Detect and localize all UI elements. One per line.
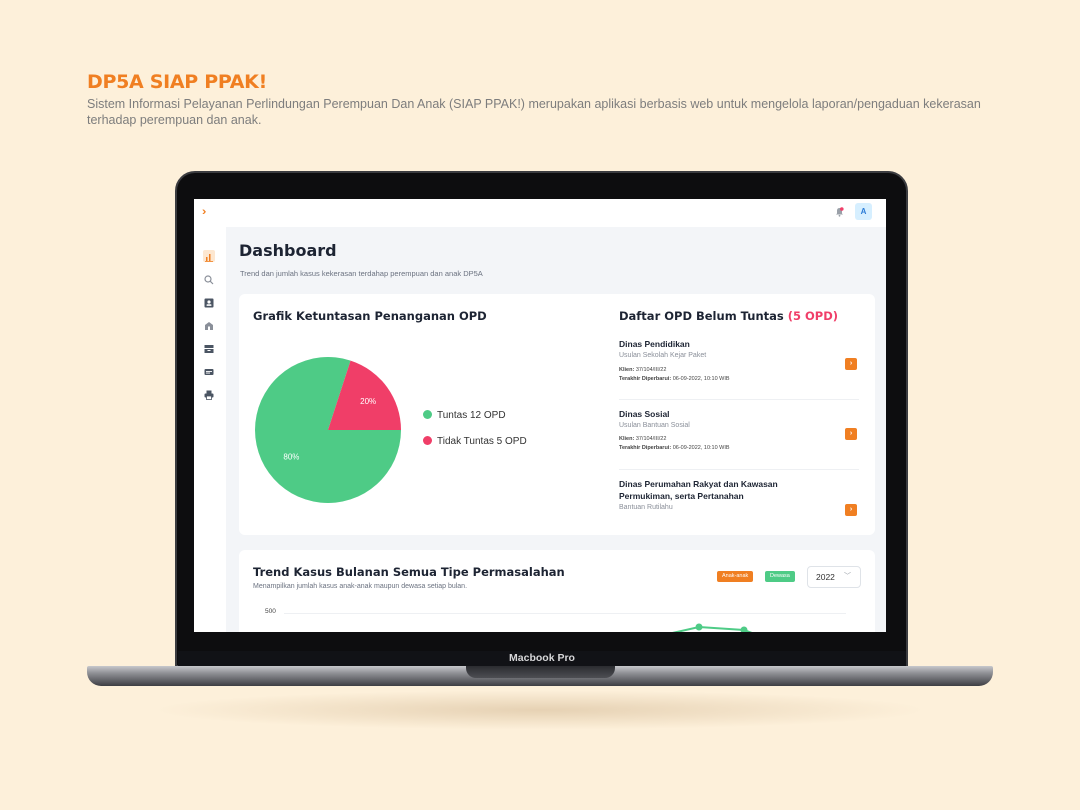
app-screen: ›› A Dashboard Trend dan [194, 199, 886, 632]
pie-slice [254, 357, 401, 503]
opd-list-title: Daftar OPD Belum Tuntas (5 OPD) [619, 309, 838, 323]
opd-item[interactable]: Dinas Perumahan Rakyat dan Kawasan Permu… [619, 470, 859, 526]
archive-icon[interactable] [203, 342, 215, 354]
year-select-value: 2022 [816, 572, 835, 582]
page-subtitle: Trend dan jumlah kasus kekerasan terdaha… [240, 269, 483, 278]
opd-list-title-text: Daftar OPD Belum Tuntas [619, 309, 784, 323]
opd-updated: Terakhir Diperbarui: 06-09-2022, 10:10 W… [619, 375, 859, 384]
opd-updated-value: 06-09-2022, 10:10 WIB [672, 445, 730, 451]
y-tick-label: 500 [265, 608, 276, 615]
opd-list: Dinas Pendidikan Usulan Sekolah Kejar Pa… [619, 338, 859, 526]
legend-label-tidak-tuntas: Tidak Tuntas 5 OPD [437, 436, 527, 447]
sidebar [194, 227, 226, 632]
trend-series-line [672, 625, 753, 632]
opd-detail-button[interactable]: › [845, 358, 857, 370]
anak-anak-badge[interactable]: Anak-anak [717, 571, 754, 582]
pie-slice-label: 80% [283, 453, 299, 462]
opd-updated-label: Terakhir Diperbarui: [619, 376, 672, 382]
laptop-notch [466, 666, 615, 678]
dewasa-badge[interactable]: Dewasa [765, 571, 795, 582]
user-avatar[interactable]: A [855, 203, 872, 220]
trend-card-subtitle: Menampilkan jumlah kasus anak-anak maupu… [253, 583, 468, 590]
opd-desc: Usulan Bantuan Sosial [619, 422, 690, 429]
main-content: Dashboard Trend dan jumlah kasus kekeras… [226, 227, 886, 632]
trend-line-chart [672, 623, 753, 632]
opd-updated: Terakhir Diperbarui: 06-09-2022, 10:10 W… [619, 444, 859, 453]
opd-updated-value: 06-09-2022, 10:10 WIB [672, 376, 730, 382]
printer-icon[interactable] [203, 388, 215, 400]
opd-item[interactable]: Dinas Pendidikan Usulan Sekolah Kejar Pa… [619, 338, 859, 400]
pie-slice [328, 360, 401, 430]
opd-desc: Usulan Sekolah Kejar Paket [619, 352, 707, 359]
chart-gridline [284, 613, 846, 614]
laptop-shadow [150, 690, 930, 730]
opd-client-label: Klien: [619, 436, 635, 442]
notification-bell-icon[interactable] [835, 207, 844, 217]
opd-client-value: 37/104/III/22 [635, 436, 667, 442]
trend-card-title: Trend Kasus Bulanan Semua Tipe Permasala… [253, 565, 565, 579]
chevron-down-icon: ﹀ [844, 573, 851, 580]
trend-point [740, 626, 748, 632]
completion-pie-chart: 80% 20% [254, 357, 401, 503]
legend-dot-tuntas [423, 410, 432, 419]
opd-client: Klien: 37/104/III/22 [619, 366, 859, 375]
chart-icon[interactable] [203, 250, 215, 262]
opd-name: Dinas Pendidikan [619, 339, 690, 349]
card-icon[interactable] [203, 365, 215, 377]
search-icon[interactable] [203, 273, 215, 285]
device-caption: Macbook Pro [178, 651, 906, 666]
opd-client-value: 37/104/III/22 [635, 367, 667, 373]
opd-name: Dinas Sosial [619, 409, 670, 419]
intro-title: DP5A SIAP PPAK! [87, 71, 267, 93]
opd-client: Klien: 37/104/III/22 [619, 435, 859, 444]
opd-count-badge: (5 OPD) [787, 309, 839, 323]
completion-card: Grafik Ketuntasan Penanganan OPD 80% 20% … [239, 294, 875, 535]
legend-label-tuntas: Tuntas 12 OPD [437, 410, 506, 421]
pie-slice-label: 20% [360, 397, 376, 406]
intro-header: DP5A SIAP PPAK! Sistem Informasi Pelayan… [87, 71, 987, 128]
top-bar: ›› A [194, 199, 886, 227]
opd-detail-button[interactable]: › [845, 504, 857, 516]
legend-dot-tidak-tuntas [423, 436, 432, 445]
page-title: Dashboard [239, 241, 337, 260]
opd-name: Dinas Perumahan Rakyat dan Kawasan Permu… [619, 479, 778, 501]
expand-sidebar-icon[interactable]: ›› [202, 206, 207, 218]
completion-card-title: Grafik Ketuntasan Penanganan OPD [253, 309, 487, 323]
opd-detail-button[interactable]: › [845, 428, 857, 440]
trend-point [695, 623, 703, 631]
opd-client-label: Klien: [619, 367, 635, 373]
building-icon[interactable] [203, 319, 215, 331]
opd-desc: Bantuan Rutilahu [619, 504, 673, 511]
opd-updated-label: Terakhir Diperbarui: [619, 445, 672, 451]
legend-tuntas: Tuntas 12 OPD [423, 410, 506, 421]
opd-item[interactable]: Dinas Sosial Usulan Bantuan Sosial Klien… [619, 400, 859, 470]
profile-icon[interactable] [203, 296, 215, 308]
intro-description: Sistem Informasi Pelayanan Perlindungan … [87, 97, 981, 127]
trend-card: Trend Kasus Bulanan Semua Tipe Permasala… [239, 550, 875, 632]
legend-tidak-tuntas: Tidak Tuntas 5 OPD [423, 436, 527, 447]
year-select[interactable]: 2022 ﹀ [807, 566, 861, 588]
